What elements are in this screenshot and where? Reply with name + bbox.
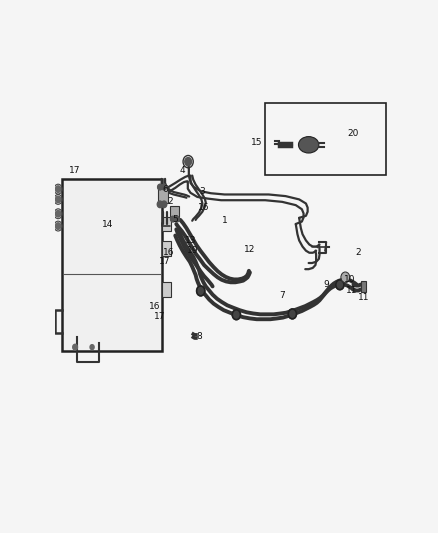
Circle shape [157,201,162,207]
Bar [162,282,171,297]
Circle shape [197,286,205,296]
Bar [162,216,171,231]
Text: 7: 7 [279,292,285,300]
Bar [162,241,171,256]
Bar [158,187,169,204]
Text: 17: 17 [159,257,171,266]
Circle shape [162,184,166,190]
Circle shape [288,309,297,319]
Text: 13: 13 [185,236,196,245]
Circle shape [56,186,61,192]
Text: 11: 11 [346,286,357,295]
Text: 10: 10 [344,275,356,284]
Circle shape [170,216,175,222]
Text: 3: 3 [200,187,205,196]
Ellipse shape [298,136,319,153]
Text: 14: 14 [102,220,113,229]
Text: 15: 15 [251,138,262,147]
Text: 16: 16 [198,203,210,212]
Text: 17: 17 [69,166,81,175]
Text: 6: 6 [162,184,168,193]
Text: 12: 12 [244,245,256,254]
Circle shape [185,158,191,166]
Text: 16: 16 [149,302,161,311]
Circle shape [336,280,344,290]
Circle shape [342,273,349,281]
Circle shape [158,184,162,190]
Circle shape [161,201,167,207]
Circle shape [56,196,61,203]
Text: 2: 2 [167,197,173,206]
Bar [61,179,162,351]
Text: 2: 2 [356,248,361,257]
Circle shape [73,344,78,350]
Circle shape [56,211,61,217]
Text: 19: 19 [187,246,198,255]
Text: 17: 17 [154,312,166,321]
Text: 8: 8 [196,333,202,341]
Circle shape [56,223,61,229]
Circle shape [175,216,179,222]
Circle shape [232,310,240,320]
Text: 16: 16 [162,248,174,257]
Bar [361,281,366,292]
Bar [265,103,386,175]
Text: 5: 5 [173,215,178,224]
Text: 4: 4 [179,166,185,175]
Circle shape [90,345,94,350]
Text: 1: 1 [222,216,227,225]
Text: 20: 20 [348,129,359,138]
Text: 11: 11 [358,293,369,302]
Text: 9: 9 [323,280,329,289]
Bar [170,206,179,218]
